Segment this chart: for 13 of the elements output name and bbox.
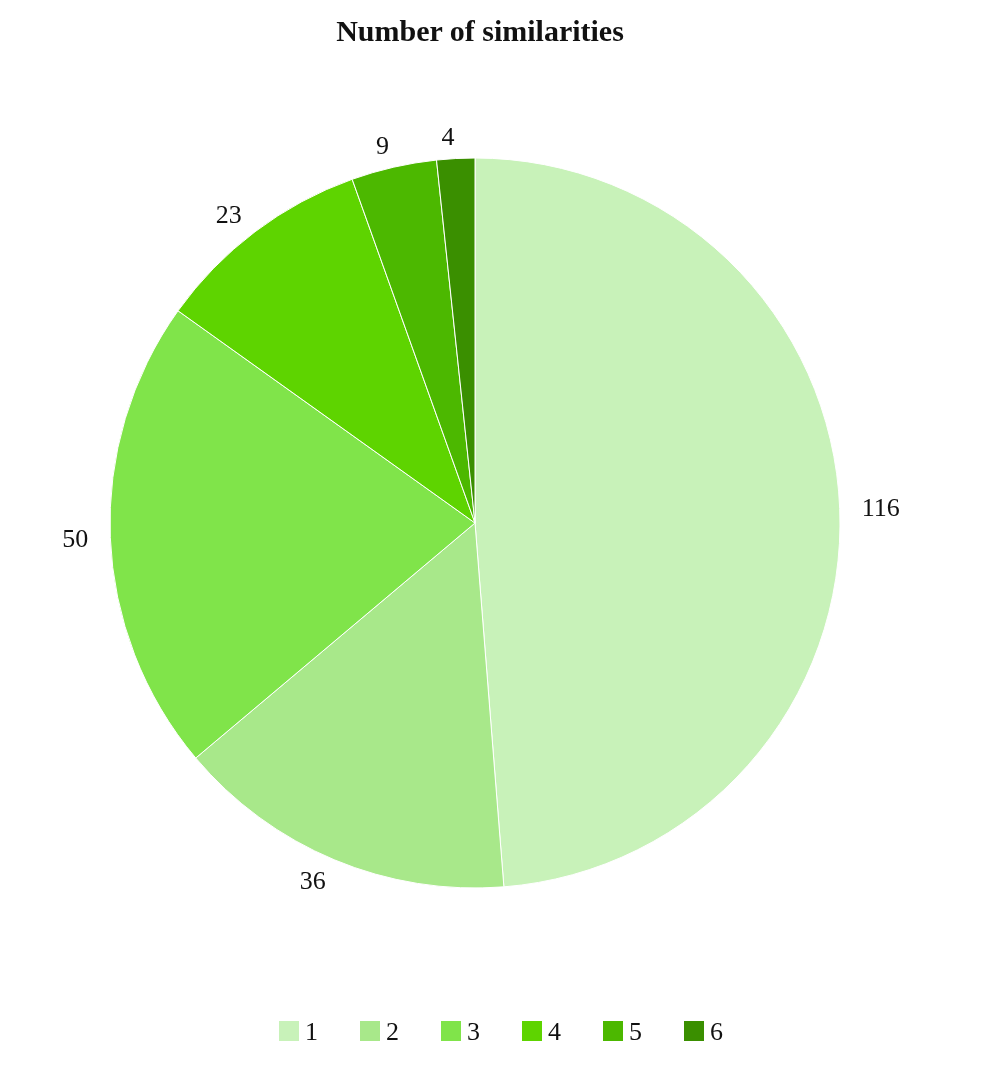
data-label: 23 (215, 199, 242, 229)
legend-label: 1 (305, 1016, 318, 1046)
chart-title: Number of similarities (336, 13, 624, 47)
legend-label: 4 (548, 1016, 561, 1046)
legend-label: 6 (710, 1016, 723, 1046)
legend-label: 5 (629, 1016, 642, 1046)
data-label: 36 (299, 865, 326, 895)
data-label: 50 (62, 523, 89, 553)
data-label: 9 (375, 131, 389, 161)
data-label: 4 (441, 122, 455, 152)
legend-label: 3 (467, 1016, 480, 1046)
data-label: 116 (861, 493, 900, 523)
legend-label: 2 (386, 1016, 399, 1046)
